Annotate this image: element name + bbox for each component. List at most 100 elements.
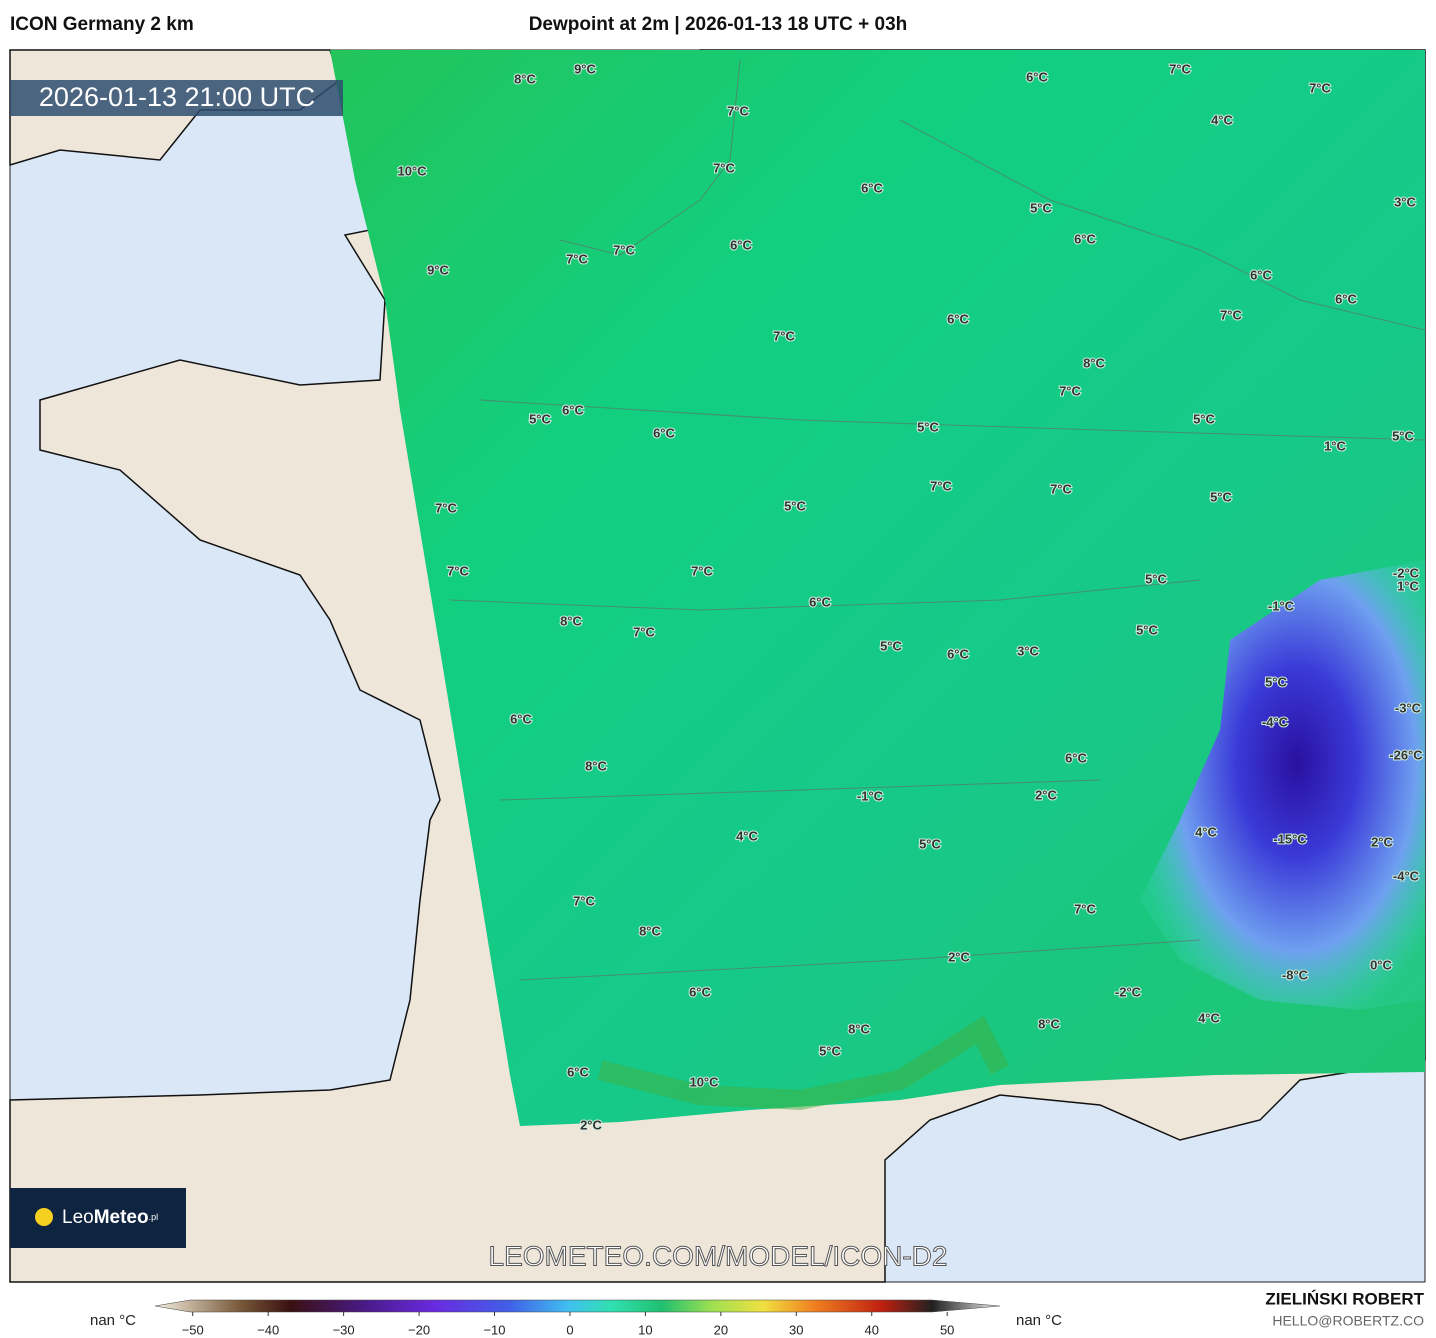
colorbar-tick-label: −10 bbox=[483, 1322, 505, 1337]
map-label: 6°C bbox=[861, 180, 883, 195]
map-label: 7°C bbox=[1074, 901, 1096, 916]
map-label: 10°C bbox=[397, 163, 427, 178]
map-label: 7°C bbox=[1050, 481, 1072, 496]
map-label: 7°C bbox=[930, 478, 952, 493]
timestamp-box bbox=[10, 80, 343, 116]
logo-part: Meteo bbox=[94, 1207, 149, 1228]
map-label: -8°C bbox=[1282, 967, 1309, 982]
map-label: 7°C bbox=[573, 893, 595, 908]
map-label: 8°C bbox=[848, 1021, 870, 1036]
map-label: 7°C bbox=[727, 103, 749, 118]
map-label: -15°C bbox=[1273, 831, 1307, 846]
map-label: 6°C bbox=[947, 646, 969, 661]
map-label: 5°C bbox=[919, 836, 941, 851]
map-label: 7°C bbox=[1059, 383, 1081, 398]
map-label: 6°C bbox=[1335, 291, 1357, 306]
map-label: 8°C bbox=[1038, 1016, 1060, 1031]
colorbar-tick-label: 30 bbox=[789, 1322, 803, 1337]
colorbar-tick-label: 0 bbox=[566, 1322, 573, 1337]
map-label: 8°C bbox=[514, 71, 536, 86]
map-label: 8°C bbox=[1083, 355, 1105, 370]
map-label: 1°C bbox=[1397, 578, 1419, 593]
map-label: -4°C bbox=[1393, 868, 1420, 883]
credit-email: HELLO@ROBERTZ.CO bbox=[1272, 1313, 1424, 1329]
map-label: 6°C bbox=[562, 402, 584, 417]
map-label: 2°C bbox=[1371, 834, 1393, 849]
colorbar-tick-label: −20 bbox=[408, 1322, 430, 1337]
map-label: 3°C bbox=[1394, 194, 1416, 209]
nan-label: nan °C bbox=[90, 1312, 136, 1329]
map-label: 5°C bbox=[880, 638, 902, 653]
colorbar-tick-label: 10 bbox=[638, 1322, 652, 1337]
map-label: 7°C bbox=[1169, 61, 1191, 76]
map-label: 5°C bbox=[1136, 622, 1158, 637]
map-label: 6°C bbox=[1065, 750, 1087, 765]
nan-label: nan °C bbox=[1016, 1312, 1062, 1329]
map-label: 7°C bbox=[613, 242, 635, 257]
credit-name: ZIELIŃSKI ROBERT bbox=[1265, 1289, 1424, 1308]
map-label: 3°C bbox=[1017, 643, 1039, 658]
map-label: 6°C bbox=[1026, 69, 1048, 84]
map-label: 9°C bbox=[574, 61, 596, 76]
map-label: 8°C bbox=[639, 923, 661, 938]
map-label: -3°C bbox=[1395, 700, 1422, 715]
model-name: ICON Germany 2 km bbox=[10, 14, 194, 35]
map-label: 5°C bbox=[819, 1043, 841, 1058]
map-label: 6°C bbox=[1074, 231, 1096, 246]
map-label: 7°C bbox=[1309, 80, 1331, 95]
map-label: 5°C bbox=[1265, 674, 1287, 689]
map-label: 6°C bbox=[510, 711, 532, 726]
map-label: 6°C bbox=[653, 425, 675, 440]
model-domain bbox=[330, 50, 1425, 1126]
colorbar-tick-label: −50 bbox=[182, 1322, 204, 1337]
map-label: 5°C bbox=[917, 419, 939, 434]
map-label: 7°C bbox=[1220, 307, 1242, 322]
map-label: 2°C bbox=[1035, 787, 1057, 802]
map-label: -1°C bbox=[1268, 598, 1295, 613]
map-label: 6°C bbox=[689, 984, 711, 999]
map-label: 7°C bbox=[713, 160, 735, 175]
map-label: -1°C bbox=[857, 788, 884, 803]
map-label: 1°C bbox=[1324, 438, 1346, 453]
logo-part: Leo bbox=[62, 1207, 94, 1228]
map-label: 7°C bbox=[773, 328, 795, 343]
label-layer: 8°C 9°C 6°C 7°C 7°C 4°C 7°C 10°C 7°C 6°C 5°C 6°C 3°C… bbox=[396, 60, 1424, 1133]
map-label: 5°C bbox=[1030, 200, 1052, 215]
logo-text: LeoMeteo.pl bbox=[62, 1207, 158, 1228]
map-label: 6°C bbox=[730, 237, 752, 252]
map-label: 6°C bbox=[567, 1064, 589, 1079]
map-label: 9°C bbox=[427, 262, 449, 277]
map-label: 5°C bbox=[1392, 428, 1414, 443]
warm-area bbox=[597, 1015, 1009, 1111]
map-label: 7°C bbox=[566, 251, 588, 266]
map-label: 6°C bbox=[1250, 267, 1272, 282]
map-label: 2°C bbox=[580, 1117, 602, 1132]
map-label: 7°C bbox=[447, 563, 469, 578]
timestamp: 2026-01-13 21:00 UTC bbox=[39, 82, 315, 112]
watermark: LEOMETEO.COM/MODEL/ICON-D2 bbox=[489, 1240, 948, 1271]
map-label: 4°C bbox=[1198, 1010, 1220, 1025]
map-label: 4°C bbox=[736, 828, 758, 843]
colorbar-tick-label: 40 bbox=[865, 1322, 879, 1337]
map-label: -2°C bbox=[1115, 984, 1142, 999]
map-label: 7°C bbox=[691, 563, 713, 578]
cold-area bbox=[1140, 560, 1425, 1010]
map-label: -4°C bbox=[1262, 714, 1289, 729]
map-label: 7°C bbox=[435, 500, 457, 515]
borders bbox=[449, 59, 1426, 981]
map-label: 8°C bbox=[560, 613, 582, 628]
map-label: 10°C bbox=[689, 1074, 719, 1089]
map-label: 5°C bbox=[1145, 571, 1167, 586]
map-label: 6°C bbox=[809, 594, 831, 609]
logo-sun bbox=[35, 1208, 53, 1226]
map-label: -26°C bbox=[1389, 747, 1423, 762]
map-label: 7°C bbox=[633, 624, 655, 639]
map-label: -2°C bbox=[1393, 565, 1420, 580]
map-label: 5°C bbox=[529, 411, 551, 426]
map-label: 4°C bbox=[1195, 824, 1217, 839]
map-label: 5°C bbox=[1193, 411, 1215, 426]
colorbar-tick-label: −30 bbox=[333, 1322, 355, 1337]
colorbar-tick-label: 50 bbox=[940, 1322, 954, 1337]
